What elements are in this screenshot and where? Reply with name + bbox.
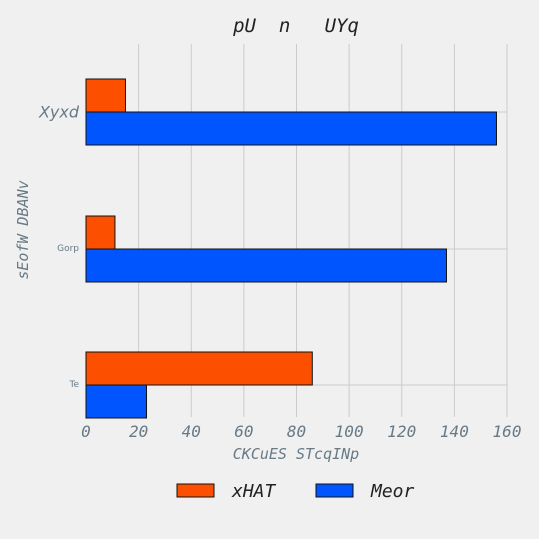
bar-xHAT-Xyxd <box>85 78 126 113</box>
x-tick-label-0: 0 <box>81 422 91 441</box>
x-tick-label-5: 100 <box>335 422 364 441</box>
x-tick-label-2: 40 <box>182 422 201 441</box>
x-tick-label-1: 20 <box>129 422 148 441</box>
x-tick-label-8: 160 <box>493 422 522 441</box>
bar-Meor-Xyxd <box>85 111 497 146</box>
bar-xHAT-Te <box>85 351 313 386</box>
y-tick-label-Xyxd: Xyxd <box>38 103 80 122</box>
legend-swatch-xHAT <box>176 483 215 498</box>
legend-label-xHAT: xHAT <box>231 481 277 502</box>
x-tick-label-3: 60 <box>234 422 253 441</box>
x-axis-label: CKCuES STcqINp <box>233 445 359 463</box>
legend-label-Meor: Meor <box>370 481 415 502</box>
bar-Meor-Te <box>85 384 148 419</box>
y-tick-label-Gorp: Gorp <box>57 244 79 254</box>
bar-Meor-Gorp <box>85 248 447 283</box>
x-tick-label-6: 120 <box>387 422 416 441</box>
bar-xHAT-Gorp <box>85 215 116 250</box>
tick-labels: 0 20 40 60 80 100 120 140 160 Te Gorp Xyxd <box>38 103 522 442</box>
y-axis-label: sEofW DBANv <box>14 180 32 279</box>
x-tick-label-7: 140 <box>440 422 469 441</box>
chart-title: pU n UYq <box>232 15 359 37</box>
legend-swatch-Meor <box>315 483 354 498</box>
x-tick-label-4: 80 <box>287 422 306 441</box>
y-tick-label-Te: Te <box>68 380 79 390</box>
bars <box>85 78 497 419</box>
legend: xHAT Meor <box>176 481 415 502</box>
